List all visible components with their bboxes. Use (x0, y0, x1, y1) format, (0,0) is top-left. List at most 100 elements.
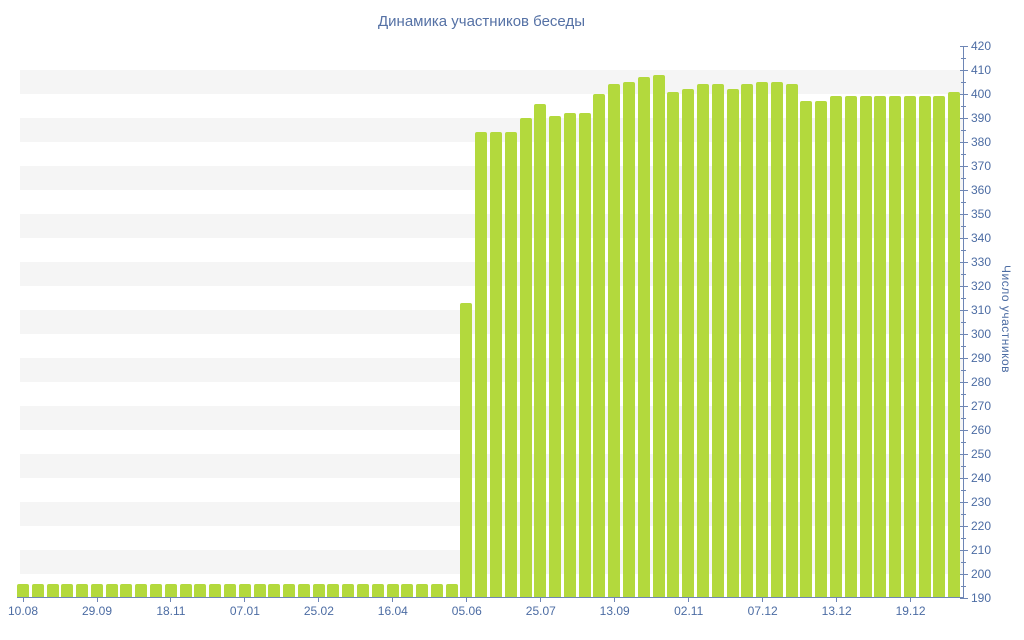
bar[interactable] (135, 583, 148, 598)
bar[interactable] (76, 583, 89, 598)
bar[interactable] (918, 96, 931, 598)
x-tick (836, 598, 838, 602)
y-major-tick (960, 142, 968, 143)
bar[interactable] (874, 96, 887, 598)
x-tick-label: 29.09 (81, 604, 113, 618)
y-tick-label: 320 (971, 278, 992, 293)
bar[interactable] (844, 96, 857, 598)
bar[interactable] (342, 583, 355, 598)
bar[interactable] (401, 583, 414, 598)
bar[interactable] (164, 583, 177, 598)
bar[interactable] (623, 82, 636, 598)
bar[interactable] (268, 583, 281, 598)
bar[interactable] (475, 132, 488, 598)
bar[interactable] (652, 74, 665, 598)
bar[interactable] (696, 84, 709, 598)
bar[interactable] (61, 583, 74, 598)
x-tick (170, 598, 172, 602)
y-minor-tick (961, 178, 966, 179)
y-minor-tick (961, 346, 966, 347)
y-tick-label: 220 (971, 518, 992, 533)
bar[interactable] (815, 101, 828, 598)
bar[interactable] (386, 583, 399, 598)
bar[interactable] (490, 132, 502, 598)
bar[interactable] (31, 583, 44, 598)
bar[interactable] (90, 583, 103, 598)
bar[interactable] (756, 82, 769, 598)
y-minor-tick (961, 490, 966, 491)
bar[interactable] (150, 583, 163, 598)
bar[interactable] (283, 583, 296, 598)
y-major-tick (960, 430, 968, 431)
bar[interactable] (903, 96, 916, 598)
y-minor-tick (961, 418, 966, 419)
bar[interactable] (682, 89, 695, 598)
bar[interactable] (859, 96, 872, 598)
bar[interactable] (800, 101, 813, 598)
y-minor-tick (961, 466, 966, 467)
bar[interactable] (46, 583, 59, 598)
y-minor-tick (961, 154, 966, 155)
bar[interactable] (889, 96, 902, 598)
y-minor-tick (961, 394, 966, 395)
bar[interactable] (711, 84, 724, 598)
bar[interactable] (519, 118, 532, 598)
bar[interactable] (578, 113, 591, 598)
y-major-tick (960, 382, 968, 383)
bar[interactable] (356, 583, 369, 598)
bar[interactable] (312, 583, 325, 598)
x-tick-label: 10.08 (7, 604, 39, 618)
y-minor-tick (961, 58, 966, 59)
bar[interactable] (253, 583, 266, 598)
x-tick-label: 16.04 (377, 604, 408, 618)
bar[interactable] (933, 96, 946, 598)
bar[interactable] (297, 583, 310, 598)
bar[interactable] (608, 84, 621, 598)
y-minor-tick (961, 226, 966, 227)
y-tick-label: 340 (971, 230, 992, 245)
bar[interactable] (534, 103, 547, 598)
x-tick-label: 25.02 (303, 604, 334, 618)
y-major-tick (960, 550, 968, 551)
bar[interactable] (785, 84, 798, 598)
bar[interactable] (667, 91, 680, 598)
bar[interactable] (209, 583, 222, 598)
bar[interactable] (371, 583, 384, 598)
bar[interactable] (17, 583, 29, 598)
x-tick-label: 13.12 (821, 604, 852, 618)
y-tick-label: 270 (971, 398, 992, 413)
y-tick-label: 360 (971, 182, 992, 197)
bar[interactable] (327, 583, 340, 598)
bar[interactable] (549, 115, 562, 598)
bar[interactable] (416, 583, 429, 598)
bar[interactable] (770, 82, 783, 598)
y-tick-label: 370 (971, 158, 992, 173)
x-tick-label: 19.12 (895, 604, 926, 618)
bar[interactable] (504, 132, 517, 598)
y-major-tick (960, 478, 968, 479)
y-major-tick (960, 262, 968, 263)
bar[interactable] (563, 113, 576, 598)
bar[interactable] (194, 583, 207, 598)
bar[interactable] (223, 583, 236, 598)
bar[interactable] (637, 77, 650, 598)
bar[interactable] (948, 91, 961, 598)
bar[interactable] (120, 583, 133, 598)
bar[interactable] (445, 583, 458, 598)
y-major-tick (960, 46, 968, 47)
bar[interactable] (726, 89, 739, 598)
bar[interactable] (593, 94, 606, 598)
y-major-tick (960, 502, 968, 503)
x-tick (244, 598, 246, 602)
y-major-tick (960, 70, 968, 71)
y-minor-tick (961, 274, 966, 275)
bar[interactable] (238, 583, 251, 598)
y-tick-label: 290 (971, 350, 992, 365)
x-tick (96, 598, 98, 602)
bar[interactable] (105, 583, 118, 598)
bar[interactable] (741, 84, 754, 598)
bar[interactable] (829, 96, 842, 598)
bar[interactable] (179, 583, 192, 598)
bar[interactable] (460, 302, 473, 598)
bar[interactable] (430, 583, 443, 598)
